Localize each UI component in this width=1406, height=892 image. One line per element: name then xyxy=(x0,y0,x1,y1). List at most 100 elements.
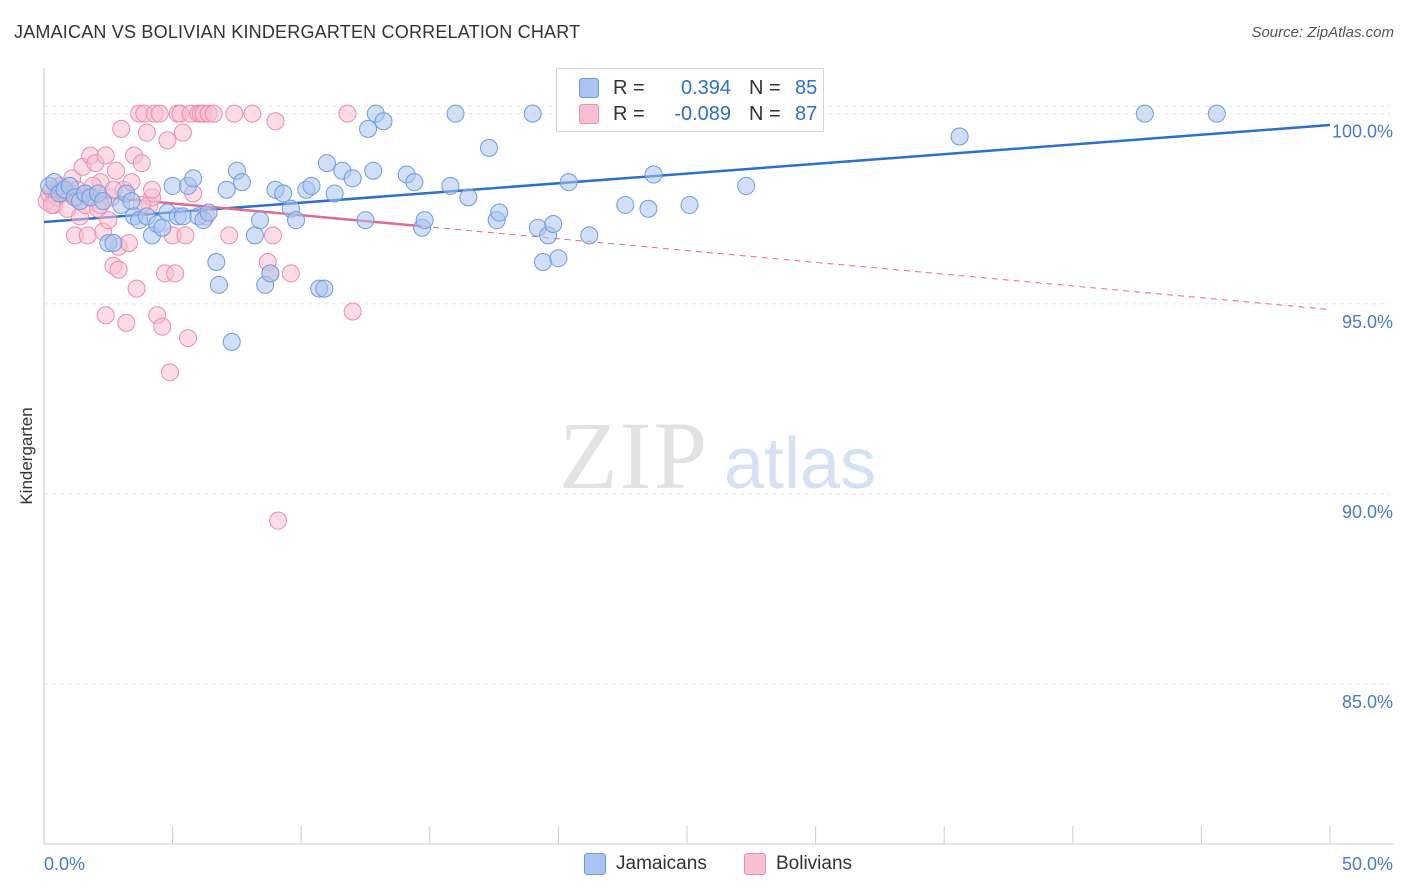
point-jamaicans xyxy=(207,253,226,271)
point-bolivians xyxy=(119,233,138,252)
point-jamaicans xyxy=(199,203,218,222)
point-bolivians xyxy=(96,146,115,165)
point-bolivians xyxy=(166,264,185,283)
point-jamaicans xyxy=(405,173,424,192)
point-jamaicans xyxy=(446,104,465,123)
point-bolivians xyxy=(266,112,285,131)
point-jamaicans xyxy=(315,279,334,298)
point-jamaicans xyxy=(153,218,172,237)
point-jamaicans xyxy=(1207,104,1226,123)
series-legend-bolivians: Bolivians xyxy=(744,851,852,877)
point-jamaicans xyxy=(222,332,241,351)
point-bolivians xyxy=(338,104,357,123)
y-tick-label: 85.0% xyxy=(1342,692,1393,712)
chart-title: JAMAICAN VS BOLIVIAN KINDERGARTEN CORREL… xyxy=(14,22,581,42)
point-jamaicans xyxy=(317,154,336,173)
series-label-bolivians: Bolivians xyxy=(776,853,853,874)
point-jamaicans xyxy=(261,264,280,283)
point-jamaicans xyxy=(680,195,699,214)
point-bolivians xyxy=(158,131,177,150)
point-jamaicans xyxy=(163,176,182,195)
point-jamaicans xyxy=(490,203,509,222)
legend-swatch-jamaicans xyxy=(579,78,599,98)
legend-r-label: R = xyxy=(613,102,645,125)
series-legend-jamaicans: Jamaicans xyxy=(584,851,707,877)
point-jamaicans xyxy=(950,127,969,146)
x-tick-label: 0.0% xyxy=(44,854,85,874)
point-bolivians xyxy=(132,154,151,173)
point-jamaicans xyxy=(374,112,393,131)
series-swatch-jamaicans xyxy=(584,853,606,875)
point-jamaicans xyxy=(233,173,252,192)
series-swatch-bolivians xyxy=(744,853,766,875)
watermark-zip: ZIP xyxy=(559,402,709,509)
point-jamaicans xyxy=(559,173,578,192)
trend-lines xyxy=(43,123,1331,311)
legend-n-label: N = xyxy=(749,102,781,125)
point-bolivians xyxy=(99,211,118,230)
point-jamaicans xyxy=(479,138,498,157)
point-jamaicans xyxy=(1135,104,1154,123)
point-jamaicans xyxy=(441,176,460,195)
point-bolivians xyxy=(161,363,180,382)
point-bolivians xyxy=(150,104,169,123)
point-jamaicans xyxy=(217,180,236,199)
point-bolivians xyxy=(269,511,288,530)
point-bolivians xyxy=(176,226,195,245)
point-jamaicans xyxy=(639,199,658,218)
point-jamaicans xyxy=(549,249,568,268)
point-jamaicans xyxy=(616,195,635,214)
point-jamaicans xyxy=(356,211,375,230)
point-jamaicans xyxy=(245,226,264,245)
point-bolivians xyxy=(220,226,239,245)
trend-line-jamaicans xyxy=(43,123,1331,224)
grid-lines xyxy=(44,105,1390,685)
point-bolivians xyxy=(179,329,198,348)
point-jamaicans xyxy=(644,165,663,184)
legend-r-value: -0.089 xyxy=(674,102,731,125)
point-bolivians xyxy=(143,180,162,199)
point-bolivians xyxy=(127,279,146,298)
point-bolivians xyxy=(204,104,223,123)
point-bolivians xyxy=(263,226,282,245)
legend-r-value: 0.394 xyxy=(680,76,731,99)
watermark: ZIP atlas xyxy=(559,402,876,509)
series-jamaicans-points xyxy=(40,104,1226,351)
point-jamaicans xyxy=(459,188,478,207)
point-jamaicans xyxy=(325,184,344,203)
point-jamaicans xyxy=(209,275,228,294)
point-bolivians xyxy=(78,226,97,245)
point-jamaicans xyxy=(359,119,378,138)
point-jamaicans xyxy=(737,176,756,195)
y-tick-label: 95.0% xyxy=(1342,312,1393,332)
point-jamaicans xyxy=(364,161,383,180)
series-label-jamaicans: Jamaicans xyxy=(616,853,707,874)
point-bolivians xyxy=(109,260,128,279)
point-bolivians xyxy=(281,264,300,283)
point-jamaicans xyxy=(173,207,192,226)
point-jamaicans xyxy=(523,104,542,123)
point-jamaicans xyxy=(533,253,552,271)
point-bolivians xyxy=(117,313,136,332)
stats-legend: R = 0.394 N = 85 R = -0.089 N = 87 xyxy=(556,68,824,132)
y-axis-title: Kindergarten xyxy=(17,407,36,504)
point-bolivians xyxy=(137,123,156,142)
point-jamaicans xyxy=(544,214,563,233)
point-bolivians xyxy=(107,161,126,180)
point-bolivians xyxy=(225,104,244,123)
point-bolivians xyxy=(112,119,131,138)
point-jamaicans xyxy=(184,169,203,188)
legend-r-label: R = xyxy=(613,76,645,99)
point-jamaicans xyxy=(343,169,362,188)
legend-n-label: N = xyxy=(749,76,781,99)
point-bolivians xyxy=(96,306,115,325)
trend-line-bolivians-projection xyxy=(422,225,1331,311)
point-jamaicans xyxy=(104,233,123,252)
tick-labels: 85.0% 90.0% 95.0% 100.0% 0.0% 50.0% xyxy=(44,122,1393,874)
series-bolivians-points xyxy=(37,104,362,530)
legend-swatch-bolivians xyxy=(579,104,599,124)
point-jamaicans xyxy=(580,226,599,245)
source-label: Source: ZipAtlas.com xyxy=(1251,24,1394,41)
y-tick-label: 100.0% xyxy=(1332,122,1393,142)
